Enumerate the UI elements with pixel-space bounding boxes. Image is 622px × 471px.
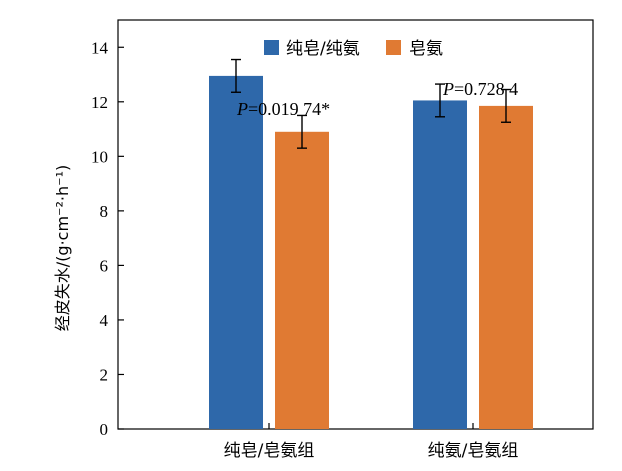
p-symbol: P: [442, 79, 454, 99]
p-value: =0.019 74*: [248, 99, 330, 119]
x-axis: 纯皂/皂氨组 纯氨/皂氨组: [224, 423, 519, 461]
bar-series-2-cat-2: [479, 105, 533, 429]
p-value-annotation-1: P=0.019 74*: [236, 99, 330, 119]
y-tick-label: 8: [100, 202, 109, 221]
p-value-annotation-2: P=0.728 4: [442, 79, 518, 99]
bar-series-1-cat-1: [209, 75, 263, 429]
x-tick-label: 纯氨/皂氨组: [428, 441, 519, 461]
plot-border: [117, 19, 594, 430]
y-tick-label: 2: [100, 365, 109, 384]
p-value: =0.728 4: [454, 79, 518, 99]
plot-frame: [117, 19, 594, 430]
y-tick-label: 4: [100, 311, 109, 330]
error-bars: [231, 58, 511, 149]
y-axis-label: 经皮失水/(g·cm⁻²·h⁻¹): [53, 165, 72, 331]
y-tick-label: 0: [100, 420, 109, 439]
legend: 纯皂/纯氨 皂氨: [264, 39, 443, 59]
legend-label-series-2: 皂氨: [409, 39, 443, 59]
y-tick-label: 10: [91, 147, 108, 166]
bar-series-1-cat-2: [413, 100, 467, 429]
y-tick-label: 6: [100, 256, 109, 275]
y-tick-label: 12: [91, 93, 108, 112]
x-tick-label: 纯皂/皂氨组: [224, 441, 315, 461]
y-axis: 0 2 4 6 8 10 12 14: [91, 38, 124, 439]
annotations: P=0.019 74* P=0.728 4: [236, 79, 518, 119]
bar-series-2-cat-1: [275, 131, 329, 429]
p-symbol: P: [236, 99, 248, 119]
bars: [209, 75, 533, 429]
legend-label-series-1: 纯皂/纯氨: [286, 39, 360, 59]
legend-swatch-series-1: [264, 40, 279, 55]
legend-swatch-series-2: [386, 40, 401, 55]
y-tick-label: 14: [91, 38, 109, 57]
